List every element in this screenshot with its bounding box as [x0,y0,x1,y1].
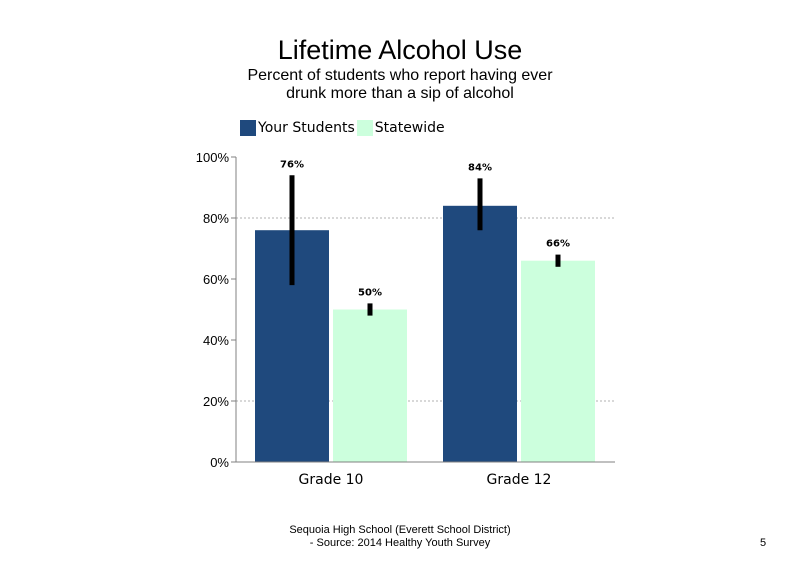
legend-swatch-statewide [356,120,373,136]
data-label-1-0: 50% [358,287,382,298]
bar-your-students-grade-12 [443,205,517,463]
legend-item-statewide: Statewide [356,120,445,136]
legend-label-statewide: Statewide [374,120,445,136]
legend-label-your-students: Your Students [258,120,355,136]
page-number: 5 [760,537,767,549]
footer-school: Sequoia High School (Everett School Dist… [289,524,511,536]
data-label-1-1: 66% [546,239,570,250]
y-tick-label-40: 40% [203,333,229,348]
bar-statewide-grade-10 [333,309,407,462]
y-tick-label-80: 80% [203,211,229,226]
legend: Your Students Statewide [240,119,447,137]
legend-item-your-students: Your Students [240,120,355,136]
chart-subtitle: Percent of students who report having ev… [247,67,553,102]
x-tick-label-0: Grade 10 [299,472,364,488]
bar-statewide-grade-12 [521,260,595,462]
footer-source: - Source: 2014 Healthy Youth Survey [309,537,491,549]
y-tick-label-60: 60% [203,272,229,287]
y-tick-label-100: 100% [196,150,230,165]
chart-title: Lifetime Alcohol Use [277,35,523,65]
data-label-0-1: 84% [468,162,492,173]
y-tick-label-0: 0% [210,455,229,470]
data-label-0-0: 76% [280,159,304,170]
y-tick-label-20: 20% [203,394,229,409]
x-tick-label-1: Grade 12 [487,472,552,488]
footer: Sequoia High School (Everett School Dist… [200,524,600,550]
legend-swatch-your-students [240,120,256,136]
